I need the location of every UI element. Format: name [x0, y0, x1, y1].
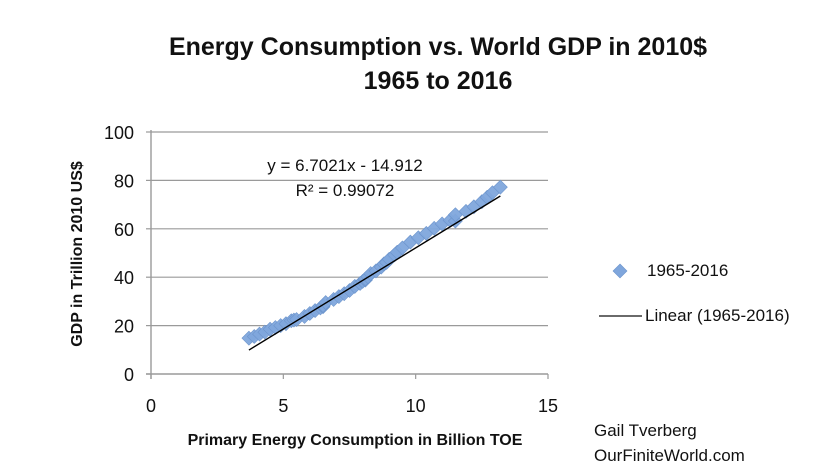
legend-diamond-marker	[612, 263, 628, 279]
legend	[599, 263, 642, 317]
y-tick-label: 40	[114, 268, 134, 288]
trendline-group	[248, 195, 501, 351]
y-axis-label: GDP in Trillion 2010 US$	[69, 161, 86, 347]
y-tick-label: 60	[114, 220, 134, 240]
data-points	[241, 179, 508, 346]
trendline-equation: y = 6.7021x - 14.912	[267, 156, 422, 175]
chart-title: Energy Consumption vs. World GDP in 2010…	[168, 33, 708, 61]
x-tick-label: 15	[538, 396, 558, 416]
axes: 0 20 40 60 80 100 0 5 10 15	[104, 123, 558, 416]
x-tick-label: 5	[278, 396, 288, 416]
trendline-r2: R² = 0.99072	[296, 181, 395, 200]
data-point	[492, 179, 508, 195]
legend-label-trendline: Linear (1965-2016)	[645, 306, 790, 325]
legend-label-series: 1965-2016	[647, 261, 729, 280]
y-tick-label: 80	[114, 171, 134, 191]
y-tick-label: 100	[104, 123, 134, 143]
y-tick-label: 0	[124, 365, 134, 385]
y-tick-label: 20	[114, 317, 134, 337]
trendline	[248, 195, 501, 351]
credit-author: Gail Tverberg	[594, 421, 697, 440]
x-tick-label: 10	[406, 396, 426, 416]
credit-site: OurFiniteWorld.com	[594, 446, 745, 465]
gridlines	[151, 131, 548, 327]
x-axis-label: Primary Energy Consumption in Billion TO…	[188, 432, 523, 449]
x-tick-label: 0	[146, 396, 156, 416]
axis-labels: GDP in Trillion 2010 US$ Primary Energy …	[69, 156, 523, 449]
chart-subtitle: 1965 to 2016	[363, 67, 513, 95]
